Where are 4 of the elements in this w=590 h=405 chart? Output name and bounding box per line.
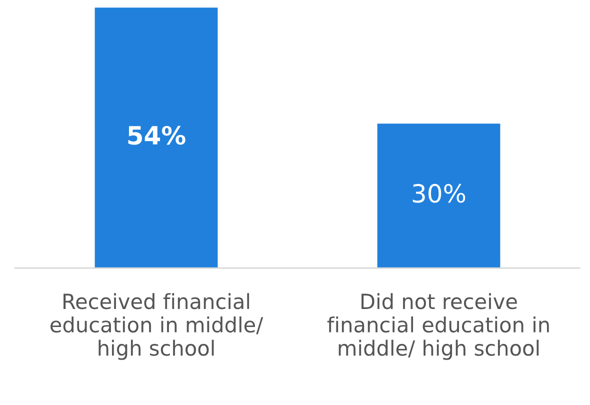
- data-label: 54%: [128, 126, 186, 145]
- x-tick-label: Received financial education in middle/ high school: [50, 293, 264, 360]
- x-tick-label: Did not receive financial education in middle/ high school: [327, 293, 549, 360]
- data-label: 30%: [412, 184, 466, 203]
